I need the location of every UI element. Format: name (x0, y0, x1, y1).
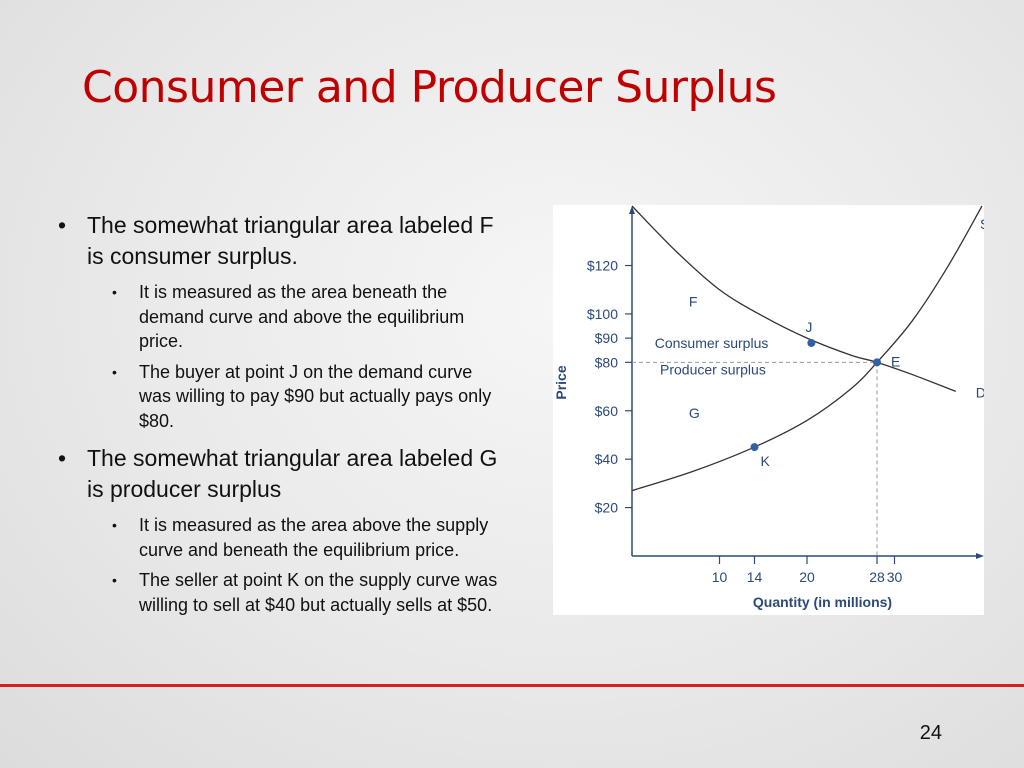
region-label-g: G (689, 405, 700, 421)
sub-bullet-text: It is measured as the area beneath the d… (139, 282, 465, 351)
demand-curve-label: D (976, 384, 984, 400)
sub-bullet-text: The seller at point K on the supply curv… (139, 570, 498, 615)
x-tick-label: 28 (869, 569, 885, 585)
point-label-j: J (805, 319, 812, 335)
surplus-annotation: Producer surplus (660, 361, 766, 377)
point-e (873, 358, 881, 367)
sub-bullet-dot: • (112, 363, 117, 380)
x-tick-label: 20 (799, 569, 815, 585)
sub-bullet-dot: • (112, 572, 117, 588)
y-tick-label: $60 (595, 403, 619, 419)
footer-divider (0, 684, 1024, 687)
y-tick-label: $40 (595, 451, 619, 467)
point-j (807, 338, 816, 347)
bullet-dot: • (58, 212, 67, 238)
bullet-list: • The somewhat triangular area labeled F… (58, 210, 498, 627)
x-axis-label: Quantity (in millions) (753, 594, 892, 610)
bullet-consumer-surplus: • The somewhat triangular area labeled F… (58, 210, 498, 272)
sub-bullet-dot: • (112, 284, 117, 300)
supply-curve (631, 205, 983, 492)
sub-bullet-text: The buyer at point J on the demand curve… (139, 361, 492, 431)
y-tick-label: $100 (587, 306, 618, 322)
y-axis-label: Price (553, 365, 569, 399)
slide-title: Consumer and Producer Surplus (82, 62, 777, 113)
sub-bullet-text: It is measured as the area above the sup… (139, 515, 489, 560)
sub-bullet-list: • It is measured as the area above the s… (58, 513, 498, 617)
bullet-text: The somewhat triangular area labeled G i… (87, 445, 498, 502)
point-label-k: K (761, 453, 771, 469)
demand-curve (631, 205, 956, 392)
sub-bullet: • It is measured as the area beneath the… (58, 280, 498, 354)
sub-bullet-list: • It is measured as the area beneath the… (58, 280, 498, 433)
y-tick-label: $120 (587, 258, 618, 274)
bullet-text: The somewhat triangular area labeled F i… (87, 212, 494, 269)
x-axis-arrow (976, 553, 984, 559)
sub-bullet: • The seller at point K on the supply cu… (58, 568, 498, 617)
x-tick-label: 10 (712, 569, 728, 585)
x-tick-label: 30 (887, 569, 903, 585)
page-number: 24 (919, 722, 942, 744)
point-label-e: E (891, 353, 900, 369)
bullet-producer-surplus: • The somewhat triangular area labeled G… (58, 443, 498, 505)
y-axis-arrow (629, 206, 635, 214)
surplus-annotation: Consumer surplus (655, 335, 769, 351)
bullet-dot: • (58, 445, 67, 471)
y-tick-label: $20 (595, 500, 619, 516)
y-tick-label: $90 (595, 330, 619, 346)
sub-bullet-dot: • (112, 517, 117, 533)
supply-demand-chart: $20 $40 $60 $80 $90 $100 $120 10 14 20 28 30 Quantit… (553, 205, 984, 615)
y-tick-label: $80 (595, 354, 619, 370)
x-tick-label: 14 (747, 569, 763, 585)
sub-bullet: • It is measured as the area above the s… (58, 513, 498, 562)
point-k (750, 443, 759, 452)
region-label-f: F (689, 294, 698, 310)
supply-curve-label: S (980, 216, 984, 232)
sub-bullet: • The buyer at point J on the demand cur… (58, 360, 498, 434)
